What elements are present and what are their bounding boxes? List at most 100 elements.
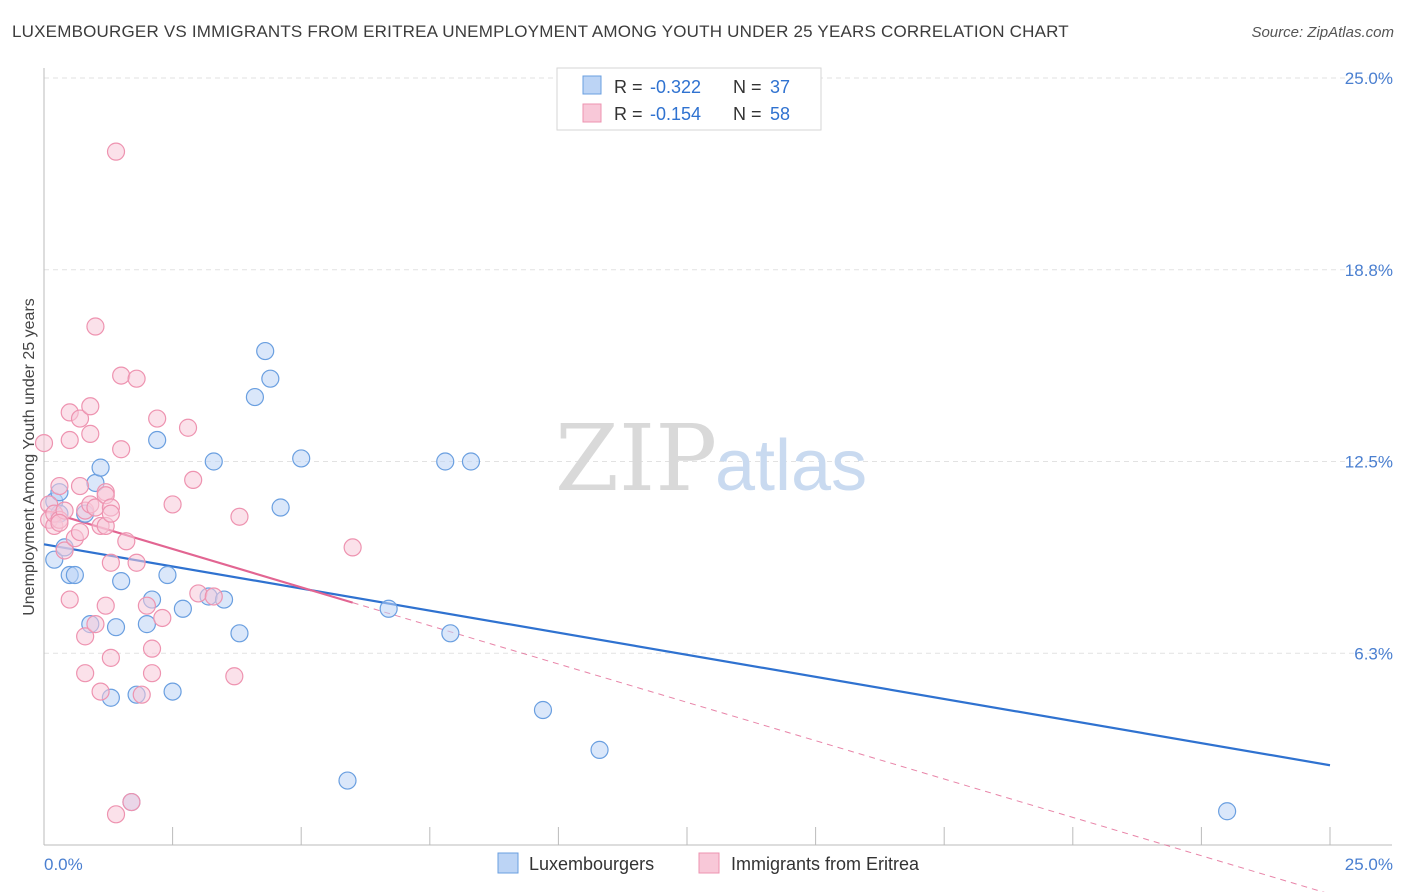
- point-eritrea: [112, 440, 131, 459]
- stats-legend-r-label: R =: [614, 77, 643, 97]
- y-tick-label: 12.5%: [1345, 453, 1393, 472]
- point-luxembourgers: [533, 700, 553, 720]
- stats-legend-n-value: 58: [770, 104, 790, 124]
- chart-title: LUXEMBOURGER VS IMMIGRANTS FROM ERITREA …: [12, 22, 1069, 41]
- point-eritrea: [106, 142, 126, 161]
- series-legend: Luxembourgers Immigrants from Eritrea: [497, 852, 920, 874]
- point-luxembourgers: [230, 624, 249, 643]
- point-luxembourgers: [158, 565, 177, 585]
- legend-swatch-eritrea: [698, 852, 720, 874]
- point-eritrea: [132, 685, 151, 704]
- point-luxembourgers: [204, 452, 223, 471]
- point-eritrea: [101, 648, 120, 667]
- point-eritrea: [101, 504, 120, 523]
- point-luxembourgers: [338, 771, 357, 790]
- trend-line-eritrea-extension: [352, 602, 1325, 892]
- point-eritrea: [142, 664, 162, 683]
- point-eritrea: [86, 615, 105, 634]
- point-eritrea: [117, 532, 136, 551]
- data-points: [34, 142, 1237, 824]
- point-eritrea: [70, 409, 90, 428]
- point-luxembourgers: [441, 624, 460, 643]
- point-eritrea: [50, 513, 69, 532]
- point-eritrea: [148, 409, 167, 428]
- point-luxembourgers: [1218, 802, 1237, 821]
- stats-legend-r-value: -0.154: [650, 104, 701, 124]
- source-label: Source: ZipAtlas.com: [1251, 24, 1394, 41]
- point-eritrea: [153, 608, 172, 628]
- point-eritrea: [127, 369, 146, 388]
- stats-legend: R = -0.322 N = 37 R = -0.154 N = 58: [556, 67, 822, 131]
- point-luxembourgers: [137, 615, 156, 634]
- point-eritrea: [91, 682, 110, 701]
- point-eritrea: [76, 664, 95, 683]
- point-eritrea: [112, 366, 131, 385]
- point-eritrea: [178, 418, 198, 437]
- y-tick-label: 6.3%: [1354, 644, 1393, 663]
- point-eritrea: [34, 433, 54, 453]
- point-luxembourgers: [256, 341, 275, 361]
- watermark-atlas: atlas: [715, 426, 867, 506]
- x-tick-label: 25.0%: [1345, 855, 1393, 874]
- point-eritrea: [204, 587, 223, 606]
- y-tick-label: 18.8%: [1345, 261, 1393, 280]
- point-luxembourgers: [148, 430, 167, 450]
- y-tick-label: 25.0%: [1345, 69, 1393, 88]
- point-eritrea: [127, 553, 146, 572]
- point-luxembourgers: [590, 740, 609, 759]
- legend-swatch-luxembourgers: [497, 852, 519, 874]
- point-eritrea: [70, 522, 90, 542]
- point-eritrea: [70, 476, 90, 496]
- point-luxembourgers: [163, 682, 182, 701]
- point-eritrea: [81, 397, 100, 416]
- point-eritrea: [163, 495, 182, 514]
- point-eritrea: [86, 317, 105, 336]
- legend-label-eritrea: Immigrants from Eritrea: [731, 854, 920, 874]
- point-eritrea: [142, 639, 162, 658]
- y-axis-label: Unemployment Among Youth under 25 years: [21, 298, 38, 616]
- watermark-zip: ZIP: [555, 405, 717, 512]
- grid-lines: [44, 77, 1392, 654]
- point-eritrea: [96, 596, 115, 615]
- point-eritrea: [343, 538, 362, 557]
- stats-legend-n-value: 37: [770, 77, 790, 97]
- point-eritrea: [122, 792, 141, 812]
- point-luxembourgers: [106, 618, 126, 637]
- point-eritrea: [101, 553, 120, 572]
- point-eritrea: [76, 627, 95, 646]
- point-eritrea: [225, 667, 244, 686]
- point-luxembourgers: [261, 369, 280, 388]
- point-eritrea: [106, 805, 126, 824]
- point-luxembourgers: [461, 452, 481, 471]
- stats-legend-swatch-luxembourgers: [582, 75, 602, 95]
- point-luxembourgers: [379, 599, 398, 618]
- point-luxembourgers: [292, 449, 311, 468]
- point-eritrea: [60, 430, 79, 450]
- point-eritrea: [184, 470, 203, 490]
- stats-legend-r-value: -0.322: [650, 77, 701, 97]
- legend-label-luxembourgers: Luxembourgers: [529, 854, 654, 874]
- point-luxembourgers: [173, 599, 192, 618]
- stats-legend-swatch-eritrea: [582, 103, 602, 123]
- point-eritrea: [60, 590, 79, 609]
- point-eritrea: [81, 424, 100, 443]
- point-luxembourgers: [91, 458, 110, 477]
- point-luxembourgers: [245, 387, 265, 407]
- point-eritrea: [230, 507, 249, 526]
- point-eritrea: [137, 596, 156, 615]
- x-tick-label: 0.0%: [44, 855, 83, 874]
- point-luxembourgers: [112, 572, 131, 591]
- point-eritrea: [50, 476, 69, 496]
- point-eritrea: [189, 584, 208, 603]
- point-luxembourgers: [271, 498, 290, 517]
- point-luxembourgers: [436, 452, 455, 471]
- point-eritrea: [55, 541, 74, 560]
- tick-labels: 6.3% 12.5% 18.8% 25.0% 0.0% 25.0%: [44, 69, 1393, 874]
- point-luxembourgers: [65, 565, 84, 585]
- trend-line-luxembourgers: [43, 543, 1331, 767]
- stats-legend-n-label: N =: [733, 77, 762, 97]
- stats-legend-n-label: N =: [733, 104, 762, 124]
- watermark: ZIP atlas: [555, 405, 867, 512]
- axes: [43, 68, 1392, 846]
